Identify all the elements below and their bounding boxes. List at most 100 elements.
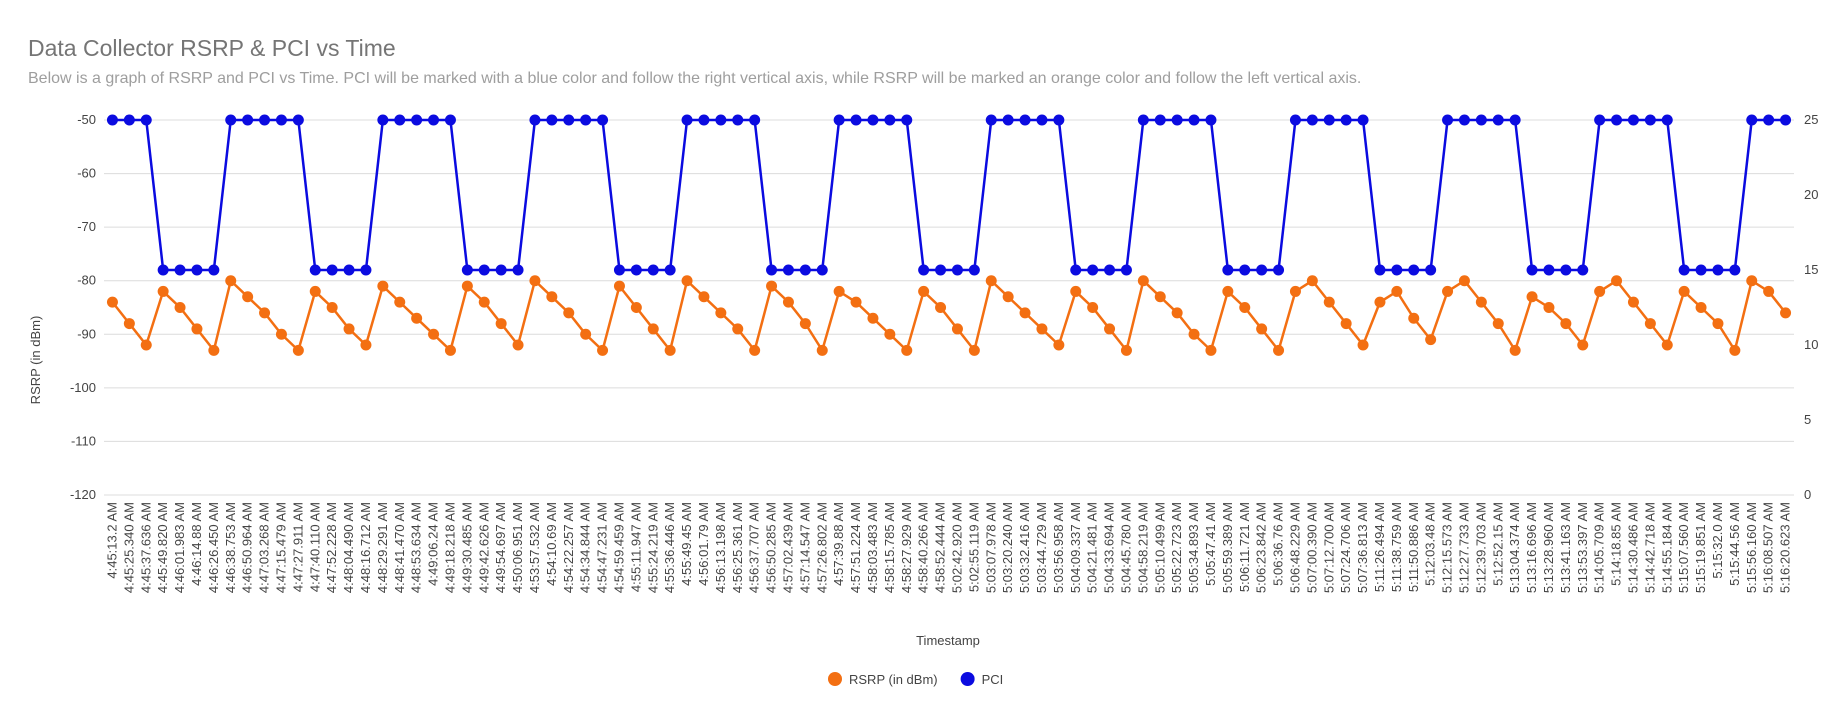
data-point <box>1087 264 1099 276</box>
data-point <box>461 280 473 292</box>
data-point <box>833 114 845 126</box>
y2-tick-label: 0 <box>1804 487 1811 502</box>
data-point <box>1442 114 1454 126</box>
data-point <box>1594 285 1606 297</box>
x-tick-label: 5:12:03.48 AM <box>1423 502 1438 586</box>
data-point <box>174 264 186 276</box>
data-point <box>1053 339 1065 351</box>
data-point <box>799 318 811 330</box>
data-point <box>1543 302 1555 313</box>
data-point <box>1780 114 1792 126</box>
data-point <box>597 344 609 356</box>
x-tick-label: 5:13:16.696 AM <box>1524 502 1539 593</box>
data-point <box>580 328 592 340</box>
data-point <box>495 264 507 276</box>
x-tick-label: 4:48:41.470 AM <box>392 502 407 593</box>
x-tick-label: 4:58:52.444 AM <box>933 502 948 593</box>
data-point <box>766 280 778 292</box>
x-tick-label: 5:04:21.481 AM <box>1085 502 1100 593</box>
y2-tick-label: 20 <box>1804 187 1818 202</box>
data-point <box>444 114 456 126</box>
data-point <box>1611 275 1623 287</box>
data-point <box>951 264 963 276</box>
x-tick-label: 5:05:34.893 AM <box>1186 502 1201 593</box>
data-point <box>1273 264 1285 276</box>
data-point <box>1019 114 1031 126</box>
chart-title: Data Collector RSRP & PCI vs Time <box>28 35 396 61</box>
y-tick-label: -100 <box>70 380 96 395</box>
x-tick-label: 4:45:25.340 AM <box>121 502 136 593</box>
x-tick-label: 5:14:55.184 AM <box>1659 502 1674 593</box>
chart-subtitle: Below is a graph of RSRP and PCI vs Time… <box>28 70 1361 87</box>
x-tick-label: 4:47:03.268 AM <box>257 502 272 593</box>
data-point <box>106 296 118 308</box>
x-tick-label: 4:55:49.45 AM <box>679 502 694 586</box>
data-point <box>1002 114 1014 126</box>
x-tick-label: 4:45:13.2 AM <box>104 502 119 579</box>
data-point <box>732 323 744 335</box>
data-point <box>326 302 338 313</box>
x-tick-label: 5:13:41.163 AM <box>1558 502 1573 593</box>
data-point <box>664 344 676 356</box>
x-tick-label: 5:02:42.920 AM <box>949 502 964 593</box>
data-point <box>1560 264 1572 276</box>
data-point <box>157 264 169 276</box>
data-point <box>292 114 304 126</box>
data-point <box>1222 264 1234 276</box>
y-tick-label: -110 <box>71 433 96 448</box>
x-tick-label: 4:49:54.697 AM <box>493 502 508 593</box>
x-tick-label: 4:54:10.69 AM <box>544 502 559 586</box>
data-point <box>1171 307 1183 319</box>
data-point <box>478 264 490 276</box>
series-line <box>112 118 1786 272</box>
data-point <box>1712 264 1724 276</box>
x-tick-label: 4:49:30.485 AM <box>459 502 474 593</box>
data-point <box>208 264 220 276</box>
data-point <box>1594 114 1606 126</box>
y-tick-label: -60 <box>77 166 96 181</box>
x-tick-label: 4:50:06.951 AM <box>510 502 525 593</box>
y-tick-label: -80 <box>77 273 96 288</box>
x-tick-label: 5:11:38.759 AM <box>1389 502 1404 592</box>
x-tick-label: 4:54:59.459 AM <box>611 502 626 593</box>
data-point <box>1526 291 1538 303</box>
data-point <box>1627 114 1639 126</box>
data-point <box>275 328 287 340</box>
x-tick-label: 5:05:10.499 AM <box>1152 502 1167 593</box>
data-point <box>1104 323 1116 335</box>
x-tick-label: 5:03:56.958 AM <box>1051 502 1066 593</box>
data-point <box>867 312 879 324</box>
data-point <box>529 114 541 126</box>
data-point <box>259 114 271 126</box>
y2-tick-label: 5 <box>1804 412 1811 427</box>
data-point <box>918 285 930 297</box>
data-point <box>563 114 575 126</box>
data-point <box>681 114 693 126</box>
data-point <box>816 264 828 276</box>
data-point <box>1002 291 1014 303</box>
x-tick-label: 4:58:15.785 AM <box>882 502 897 593</box>
data-point <box>529 275 541 287</box>
x-tick-label: 5:04:58.219 AM <box>1135 502 1150 593</box>
x-tick-label: 4:55:36.446 AM <box>662 502 677 593</box>
x-tick-label: 4:46:14.88 AM <box>189 502 204 586</box>
data-point <box>225 275 237 287</box>
x-tick-label: 5:15:07.560 AM <box>1676 502 1691 593</box>
data-point <box>140 339 152 351</box>
data-point <box>1391 264 1403 276</box>
data-point <box>343 264 355 276</box>
x-tick-label: 4:54:47.231 AM <box>595 502 610 593</box>
data-point <box>1509 344 1521 356</box>
data-point <box>1425 334 1437 346</box>
x-tick-label: 4:56:25.361 AM <box>730 502 745 593</box>
data-point <box>918 264 930 276</box>
data-point <box>901 114 913 126</box>
data-point <box>1695 302 1707 313</box>
x-axis-title: Timestamp <box>916 633 980 648</box>
data-point <box>1256 323 1268 335</box>
x-tick-label: 4:47:15.479 AM <box>273 502 288 593</box>
x-tick-label: 4:47:40.110 AM <box>307 502 322 592</box>
data-point <box>157 285 169 297</box>
data-point <box>1577 264 1589 276</box>
